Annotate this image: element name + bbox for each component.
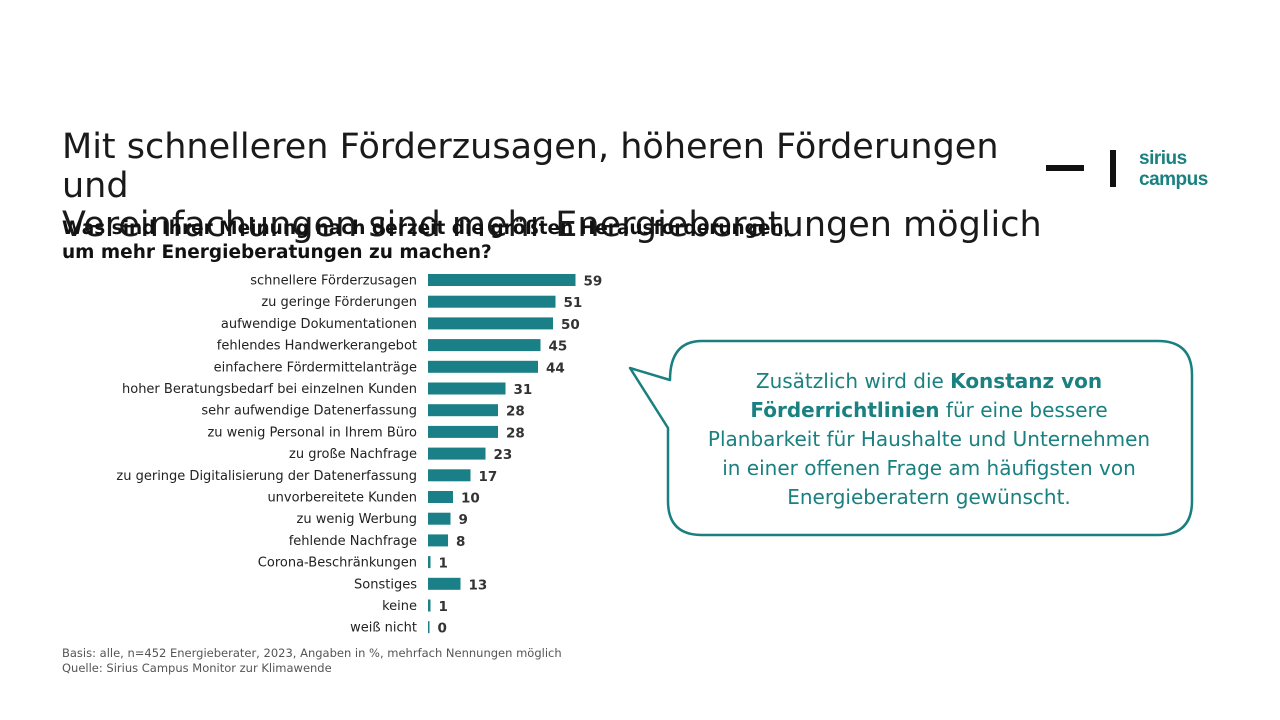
bar <box>428 577 461 590</box>
value-label: 8 <box>456 534 465 550</box>
value-label: 1 <box>439 599 448 615</box>
logo-wordmark: sirius campus <box>1139 148 1208 190</box>
value-label: 51 <box>564 295 583 311</box>
value-label: 59 <box>584 274 603 290</box>
footnote-basis: Basis: alle, n=452 Energieberater, 2023,… <box>62 646 562 660</box>
callout-text: Zusätzlich wird die Konstanz von Förderr… <box>690 367 1168 512</box>
callout-line-4: in einer offenen Frage am häufigsten von <box>722 456 1136 480</box>
category-label: weiß nicht <box>350 621 417 636</box>
bar <box>428 447 486 460</box>
bar <box>428 404 498 417</box>
logo-bar-mark <box>1110 150 1116 187</box>
category-label: aufwendige Dokumentationen <box>221 317 417 332</box>
category-label: zu wenig Personal in Ihrem Büro <box>207 425 417 440</box>
callout-text-1: Zusätzlich wird die <box>755 369 951 393</box>
category-label: zu große Nachfrage <box>289 447 417 462</box>
value-label: 0 <box>438 621 447 637</box>
callout-bubble <box>628 339 1194 537</box>
value-label: 31 <box>514 382 533 398</box>
value-label: 28 <box>506 404 525 420</box>
title-line-1: Mit schnelleren Förderzusagen, höheren F… <box>62 127 999 206</box>
category-label: zu wenig Werbung <box>297 512 417 527</box>
sirius-campus-logo: sirius campus <box>1046 148 1236 198</box>
title-line-2: Vereinfachungen sind mehr Energieberatun… <box>62 205 1042 245</box>
value-label: 10 <box>461 491 480 507</box>
bar <box>428 599 431 612</box>
category-label: zu geringe Digitalisierung der Datenerfa… <box>116 469 417 484</box>
callout-bubble-shape <box>628 339 1194 537</box>
category-label: zu geringe Förderungen <box>261 295 417 310</box>
value-label: 9 <box>459 512 468 528</box>
callout-bold-2: Förderrichtlinien <box>750 398 940 422</box>
bar <box>428 274 576 286</box>
category-label: Sonstiges <box>354 577 417 592</box>
value-label: 1 <box>439 556 448 572</box>
callout-bold-1: Konstanz von <box>950 369 1103 393</box>
category-label: hoher Beratungsbedarf bei einzelnen Kund… <box>122 382 417 397</box>
category-label: fehlendes Handwerkerangebot <box>217 339 417 354</box>
bar <box>428 295 556 308</box>
value-label: 44 <box>546 360 565 376</box>
value-label: 50 <box>561 317 580 333</box>
question-line-2: um mehr Energieberatungen zu machen? <box>62 242 492 263</box>
category-label: fehlende Nachfrage <box>289 534 417 549</box>
category-label: keine <box>382 599 417 614</box>
callout-line-3: Planbarkeit für Haushalte und Unternehme… <box>707 427 1151 451</box>
bar <box>428 360 538 373</box>
bar-chart: schnellere Förderzusagen 59 zu geringe För… <box>116 274 603 637</box>
bar <box>428 556 431 569</box>
logo-line-2: campus <box>1139 169 1208 190</box>
bar <box>428 491 453 503</box>
value-label: 28 <box>506 425 525 441</box>
footnote-source: Quelle: Sirius Campus Monitor zur Klimaw… <box>62 660 332 675</box>
category-label: unvorbereitete Kunden <box>267 491 417 506</box>
category-label: Corona-Beschränkungen <box>258 556 417 571</box>
survey-question: Was sind Ihrer Meinung nach derzeit die … <box>62 217 822 265</box>
bar <box>428 382 506 395</box>
value-label: 13 <box>469 577 488 593</box>
slide-title: Mit schnelleren Förderzusagen, höheren F… <box>62 128 1042 245</box>
bar <box>428 339 541 352</box>
callout-text-2: für eine bessere <box>939 398 1108 422</box>
logo-dash-mark <box>1046 165 1084 171</box>
value-label: 23 <box>494 447 513 463</box>
bar <box>428 621 430 634</box>
logo-line-1: sirius <box>1139 148 1187 169</box>
category-label: sehr aufwendige Datenerfassung <box>201 404 417 419</box>
bar <box>428 425 498 438</box>
bar <box>428 469 471 482</box>
footnote: Basis: alle, n=452 Energieberater, 2023,… <box>62 646 562 675</box>
category-label: schnellere Förderzusagen <box>250 274 417 289</box>
value-label: 17 <box>479 469 498 485</box>
category-label: einfachere Fördermittelanträge <box>214 360 417 375</box>
bar <box>428 534 448 547</box>
callout-line-5: Energieberatern gewünscht. <box>787 485 1071 509</box>
bar <box>428 512 451 525</box>
bar <box>428 317 553 330</box>
question-line-1: Was sind Ihrer Meinung nach derzeit die … <box>62 218 791 239</box>
value-label: 45 <box>549 339 568 355</box>
